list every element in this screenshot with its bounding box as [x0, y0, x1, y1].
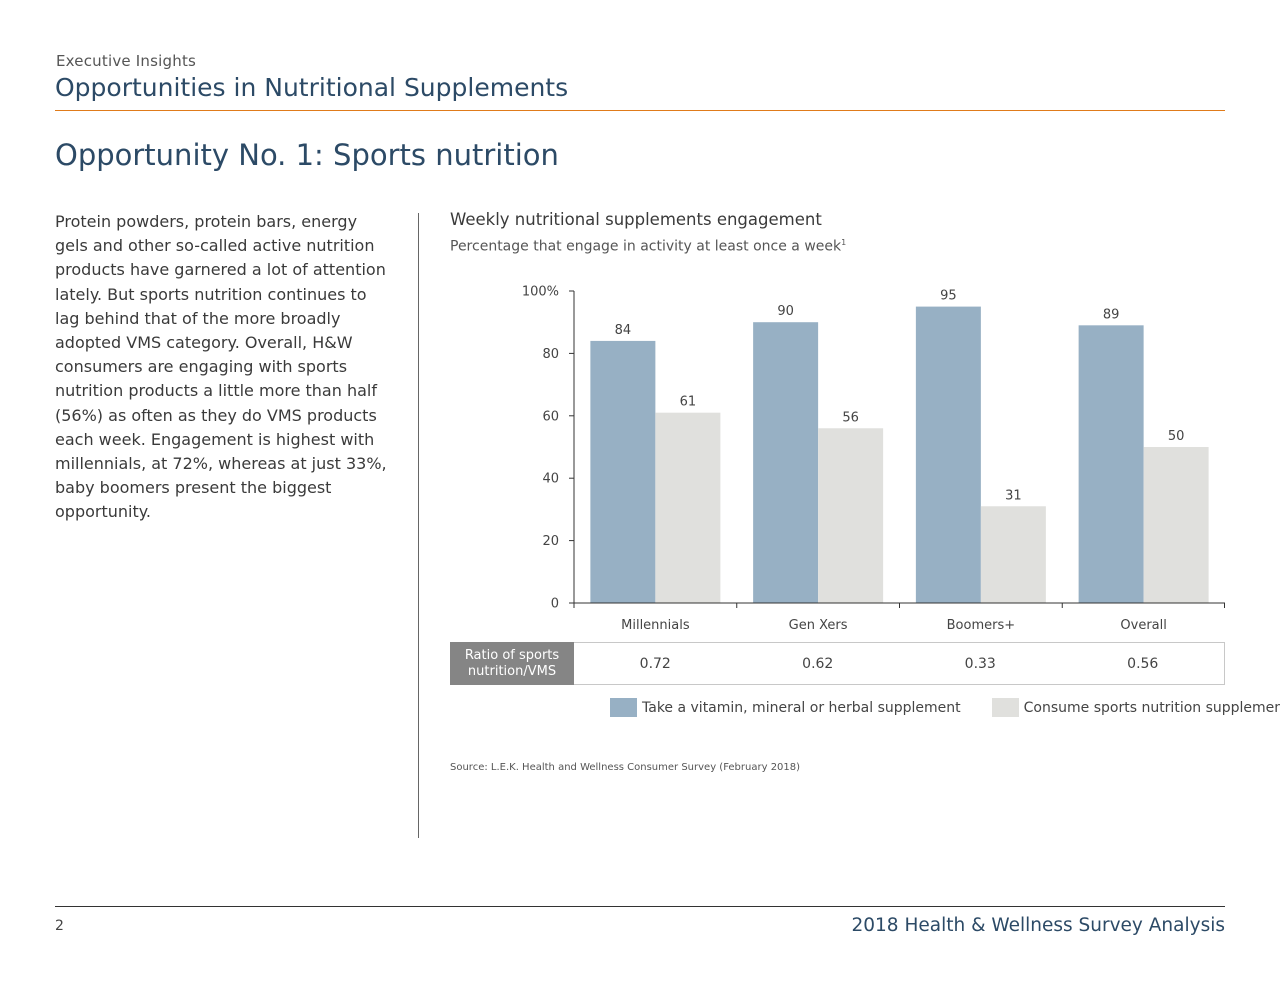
page-heading: Opportunity No. 1: Sports nutrition — [55, 138, 559, 172]
ratio-cell-boomers: 0.33 — [964, 655, 996, 672]
ratio-row-values: 0.72 0.62 0.33 0.56 — [574, 642, 1225, 685]
data-label-boomers-series-1: 95 — [940, 289, 957, 304]
data-label-overall-series-1: 89 — [1103, 307, 1120, 322]
bar-boomers-series-2 — [980, 506, 1046, 603]
y-tick-label-5: 100% — [522, 285, 559, 300]
ratio-cell-millennials: 0.72 — [639, 655, 671, 672]
x-tick-label-overall: Overall — [1120, 618, 1166, 633]
chart-subtitle-footnote: 1 — [841, 238, 847, 247]
y-tick-label-0: 0 — [551, 597, 559, 612]
x-tick-label-gen-xers: Gen Xers — [789, 618, 848, 633]
legend-label-vms: Take a vitamin, mineral or herbal supple… — [642, 699, 961, 716]
y-tick-label-1: 20 — [542, 534, 559, 549]
ratio-row-label: Ratio of sports nutrition/VMS — [450, 642, 574, 685]
chart-title: Weekly nutritional supplements engagemen… — [450, 210, 822, 229]
data-label-boomers-series-2: 31 — [1005, 488, 1022, 503]
header-divider — [55, 110, 1225, 111]
ratio-cell-overall: 0.56 — [1127, 655, 1159, 672]
body-paragraph: Protein powders, protein bars, energy ge… — [55, 212, 387, 522]
document-title: Opportunities in Nutritional Supplements — [55, 73, 569, 102]
chart-subtitle-text: Percentage that engage in activity at le… — [450, 238, 842, 255]
bar-boomers-series-1 — [915, 306, 981, 603]
source-note: Source: L.E.K. Health and Wellness Consu… — [450, 762, 801, 773]
header-kicker: Executive Insights — [56, 52, 197, 70]
chart-axes — [569, 290, 1225, 608]
bar-gen-xers-series-2 — [818, 428, 884, 603]
legend-item-vms: Take a vitamin, mineral or herbal supple… — [610, 698, 961, 717]
data-label-overall-series-2: 50 — [1168, 429, 1185, 444]
y-tick-label-3: 60 — [542, 409, 559, 424]
bar-millennials-series-1 — [590, 340, 656, 603]
legend-item-sports: Consume sports nutrition supplements — [991, 698, 1280, 717]
legend-swatch-sports — [991, 698, 1019, 717]
column-divider — [418, 213, 419, 838]
bar-overall-series-1 — [1078, 325, 1144, 603]
y-tick-label-2: 40 — [542, 472, 559, 487]
legend-label-sports: Consume sports nutrition supplements — [1023, 699, 1280, 716]
bar-overall-series-2 — [1143, 447, 1209, 603]
x-tick-label-boomers: Boomers+ — [947, 618, 1016, 633]
ratio-table: Ratio of sports nutrition/VMS 0.72 0.62 … — [450, 642, 1225, 685]
data-label-gen-xers-series-2: 56 — [842, 410, 859, 425]
footer-divider — [55, 906, 1225, 907]
chart-bars — [590, 306, 1209, 603]
data-label-millennials-series-1: 84 — [615, 323, 632, 338]
legend-swatch-vms — [610, 698, 637, 717]
chart-legend: Take a vitamin, mineral or herbal supple… — [610, 698, 1280, 717]
page-number: 2 — [55, 918, 64, 934]
chart-labels: 84 61 Millennials 90 56 Gen Xers 95 31 Boomers+ 8… — [522, 285, 1185, 634]
bar-gen-xers-series-1 — [753, 322, 819, 603]
ratio-cell-gen-xers: 0.62 — [802, 655, 834, 672]
data-label-gen-xers-series-1: 90 — [777, 304, 794, 319]
footer-title: 2018 Health & Wellness Survey Analysis — [851, 915, 1226, 936]
data-label-millennials-series-2: 61 — [680, 395, 697, 410]
y-tick-label-4: 80 — [542, 347, 559, 362]
bar-millennials-series-2 — [655, 412, 721, 603]
x-tick-label-millennials: Millennials — [621, 618, 690, 633]
chart-subtitle: Percentage that engage in activity at le… — [450, 238, 846, 255]
